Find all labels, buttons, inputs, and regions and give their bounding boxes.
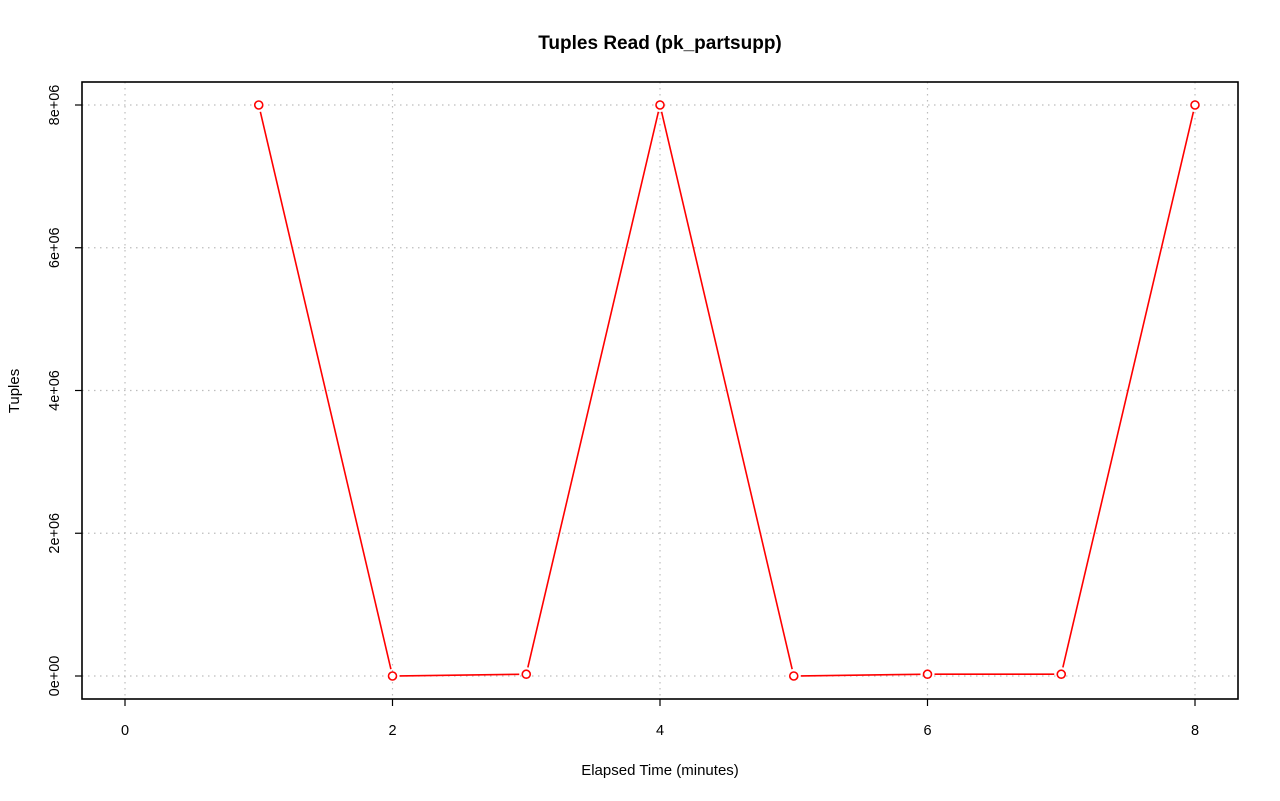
x-axis-label: Elapsed Time (minutes): [581, 762, 739, 779]
y-tick-label-4: 8e+06: [47, 85, 63, 126]
series-0-segment-4: [800, 673, 921, 677]
series-0-segment-3: [660, 111, 793, 670]
x-tick-label-1: 2: [388, 723, 396, 739]
y-axis-label: Tuples: [6, 369, 23, 413]
y-tick-label-3: 6e+06: [47, 227, 63, 268]
x-axis: 0 2 4 6 8: [121, 699, 1199, 739]
y-tick-label-2: 4e+06: [47, 370, 63, 411]
data-point-4: [788, 671, 799, 681]
series-0-segment-1: [399, 673, 520, 677]
x-tick-label-3: 6: [923, 723, 931, 739]
series-0-segment-6: [1062, 111, 1195, 668]
data-point-6: [1056, 669, 1067, 680]
y-tick-label-0: 0e+00: [47, 656, 63, 697]
data-point-3: [655, 100, 665, 110]
chart-title: Tuples Read (pk_partsupp): [538, 33, 782, 54]
data-point-5: [922, 669, 933, 680]
series-0-segment-0: [259, 111, 392, 670]
data-point-0: [253, 100, 264, 110]
series-layer: [253, 100, 1200, 681]
x-tick-label-0: 0: [121, 723, 129, 739]
x-tick-label-2: 4: [656, 723, 664, 739]
grid: [82, 82, 1238, 699]
series-0-segment-2: [527, 111, 660, 668]
x-tick-label-4: 8: [1191, 723, 1199, 739]
plot-frame: [81, 81, 1239, 700]
data-point-7: [1190, 100, 1200, 110]
data-point-2: [521, 669, 532, 680]
y-axis: 0e+00 2e+06 4e+06 6e+06 8e+06: [47, 85, 82, 697]
y-tick-label-1: 2e+06: [47, 513, 63, 554]
data-point-1: [387, 671, 398, 681]
